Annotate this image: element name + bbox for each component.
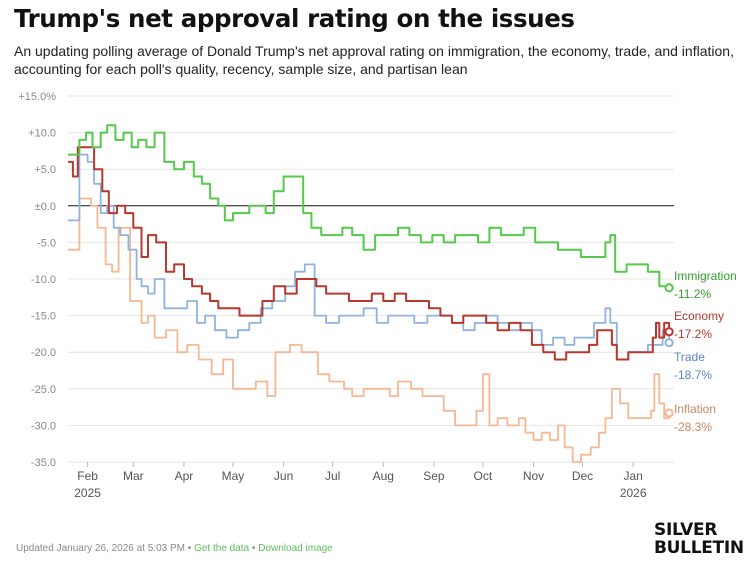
inflation-end-marker: [664, 408, 674, 418]
y-tick-label: +10.0: [28, 128, 56, 140]
footer: Updated January 26, 2026 at 5:03 PM • Ge…: [16, 543, 333, 554]
y-tick-label: -35.0: [31, 457, 56, 469]
inflation-value-label: -28.3%: [674, 420, 712, 434]
chart-subtitle: An updating polling average of Donald Tr…: [14, 43, 734, 77]
trade-line: [68, 153, 670, 361]
x-tick-label: Jun: [274, 469, 293, 483]
x-tick-label: Jul: [325, 469, 340, 483]
x-tick-year-label: 2025: [74, 486, 101, 500]
x-tick-label: Jan: [623, 469, 642, 483]
inflation-line: [68, 197, 670, 463]
economy-value-label: -17.2%: [674, 327, 712, 341]
inflation-label: Inflation: [674, 402, 716, 416]
x-tick-label: Feb: [77, 469, 98, 483]
economy-label: Economy: [674, 309, 724, 323]
gridlines: [68, 95, 674, 463]
x-tick-label: May: [222, 469, 245, 483]
x-tick-label: Aug: [373, 469, 394, 483]
immigration-value-label: -11.2%: [674, 287, 711, 301]
logo-line-2: BULLETIN: [654, 538, 744, 558]
updated-timestamp: Updated January 26, 2026 at 5:03 PM: [16, 543, 186, 554]
chart-title: Trump's net approval rating on the issue…: [14, 4, 575, 33]
y-tick-label: -25.0: [31, 384, 56, 396]
series-lines: [68, 124, 674, 463]
footer-separator: •: [251, 543, 256, 554]
trade-label: Trade: [674, 350, 705, 364]
y-tick-label: -15.0: [31, 311, 56, 323]
trade-end-marker: [664, 338, 674, 348]
y-tick-label: -30.0: [31, 420, 56, 432]
x-tick-label: Oct: [474, 469, 493, 483]
x-axis-tick-labels: Feb 2025 Mar Apr May Jun Jul Aug Sep Oct Nov Dec Jan…: [74, 462, 647, 500]
trade-value-label: -18.7%: [674, 368, 712, 382]
y-tick-label: -20.0: [31, 347, 56, 359]
immigration-end-marker: [664, 283, 674, 293]
x-tick-label: Dec: [572, 469, 593, 483]
x-tick-label: Nov: [523, 469, 544, 483]
footer-separator: •: [187, 543, 192, 554]
x-tick-label: Sep: [423, 469, 445, 483]
net-approval-chart: +15.0% +10.0 +5.0 ±0.0 -5.0 -10.0 -15.0 -20.0 -2…: [18, 91, 737, 500]
y-tick-label: ±0.0: [35, 201, 56, 213]
download-image-link[interactable]: Download image: [258, 543, 333, 554]
y-tick-label: +15.0%: [18, 91, 56, 103]
logo-line-1: SILVER: [654, 520, 718, 540]
y-tick-label: +5.0: [34, 164, 56, 176]
x-tick-label: Mar: [123, 469, 144, 483]
x-tick-label: Apr: [175, 469, 194, 483]
get-data-link[interactable]: Get the data: [194, 543, 250, 554]
economy-line: [68, 146, 671, 361]
series-end-labels: Inflation -28.3% Trade -18.7% Economy -17.2% I…: [674, 269, 737, 434]
y-tick-label: -10.0: [31, 274, 56, 286]
silver-bulletin-logo: SILVER BULLETIN: [654, 521, 744, 557]
y-axis-tick-labels: +15.0% +10.0 +5.0 ±0.0 -5.0 -10.0 -15.0 -20.0 -2…: [18, 91, 56, 469]
x-tick-year-label: 2026: [620, 486, 647, 500]
immigration-line: [68, 124, 671, 288]
y-tick-label: -5.0: [37, 237, 56, 249]
immigration-label: Immigration: [674, 269, 737, 283]
economy-end-marker: [664, 327, 674, 337]
